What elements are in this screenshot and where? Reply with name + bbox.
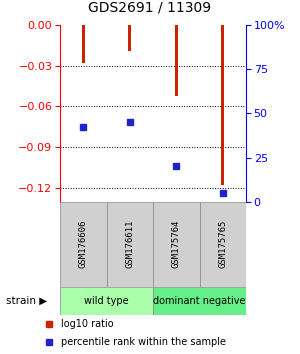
Bar	[221, 25, 224, 185]
Text: percentile rank within the sample: percentile rank within the sample	[61, 337, 226, 347]
Text: GSM175765: GSM175765	[218, 220, 227, 268]
Bar	[128, 25, 131, 51]
Bar	[60, 202, 106, 287]
Bar	[153, 202, 200, 287]
Text: GSM175764: GSM175764	[172, 220, 181, 268]
Bar	[200, 202, 246, 287]
Bar	[153, 287, 246, 315]
Bar	[82, 25, 85, 63]
Bar	[106, 202, 153, 287]
Text: GSM176611: GSM176611	[125, 220, 134, 268]
Text: GDS2691 / 11309: GDS2691 / 11309	[88, 0, 212, 14]
Bar	[60, 287, 153, 315]
Text: wild type: wild type	[84, 296, 129, 306]
Text: log10 ratio: log10 ratio	[61, 319, 114, 329]
Text: GSM176606: GSM176606	[79, 220, 88, 268]
Text: strain ▶: strain ▶	[6, 296, 47, 306]
Text: dominant negative: dominant negative	[153, 296, 246, 306]
Bar	[175, 25, 178, 96]
